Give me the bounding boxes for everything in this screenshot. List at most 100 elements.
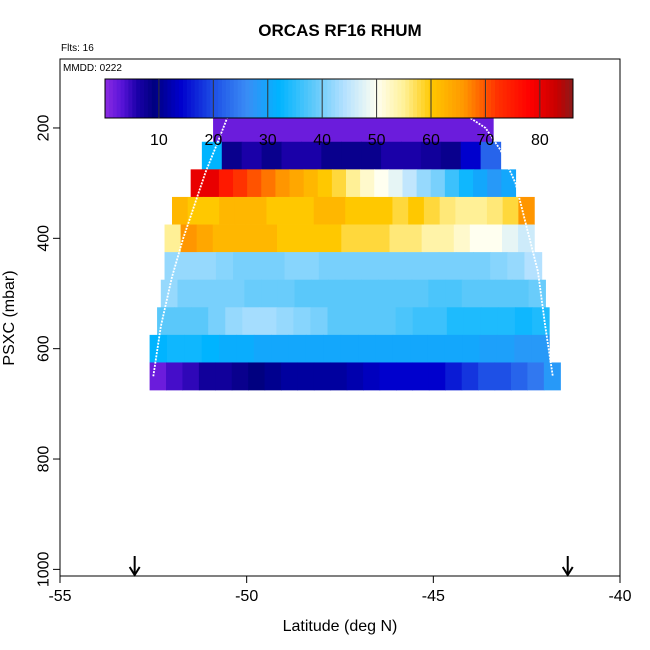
colorbar-segment-7: [132, 79, 137, 118]
colorbar-segment-42: [268, 79, 274, 118]
heat-cell-6-22: [528, 279, 546, 308]
heat-cell-5-12: [370, 252, 388, 281]
heat-cell-5-19: [490, 252, 508, 281]
heat-cell-3-19: [471, 196, 488, 225]
x-tick-label--50: -50: [235, 588, 258, 605]
heat-cell-8-20: [496, 334, 515, 363]
heat-cell-4-18: [453, 224, 471, 253]
heat-cell-8-11: [340, 334, 359, 363]
colorbar-segment-109: [530, 79, 535, 118]
marker-arrow-0: [128, 556, 141, 577]
colorbar-segment-82: [424, 79, 430, 118]
heat-cell-3-4: [234, 196, 252, 225]
heat-cell-6-2: [194, 279, 212, 308]
colorbar-segment-33: [233, 79, 239, 118]
colorbar-segment-34: [237, 79, 242, 118]
chart-title: ORCAS RF16 RHUM: [258, 21, 421, 40]
heat-cell-2-17: [430, 169, 446, 198]
heat-cell-3-10: [329, 196, 346, 225]
heat-cell-7-13: [378, 307, 397, 336]
heat-cell-5-10: [335, 252, 354, 281]
heat-cell-3-3: [219, 196, 236, 225]
colorbar-segment-1: [108, 79, 114, 118]
colorbar-segment-68: [370, 79, 375, 118]
heat-cell-4-6: [260, 224, 278, 253]
colorbar-segment-62: [346, 79, 352, 118]
colorbar-segment-19: [179, 79, 184, 118]
colorbar-segment-49: [296, 79, 301, 118]
colorbar-segment-27: [210, 79, 215, 118]
colorbar-segment-36: [245, 79, 250, 118]
heat-cell-2-16: [416, 169, 432, 198]
colorbar-segment-30: [222, 79, 227, 118]
heat-cell-5-21: [524, 252, 543, 281]
heat-cell-3-0: [172, 196, 189, 225]
colorbar-tick-label-60: 60: [422, 132, 440, 149]
heat-cell-9-9: [297, 362, 315, 391]
heat-cell-9-21: [494, 362, 512, 391]
heat-cell-6-7: [277, 279, 296, 308]
colorbar-segment-32: [229, 79, 235, 118]
heat-cell-7-8: [293, 307, 312, 336]
heat-cell-7-16: [429, 307, 448, 336]
y-tick-label-400: 400: [36, 225, 53, 252]
colorbar-segment-46: [284, 79, 289, 118]
heat-cell-4-7: [277, 224, 294, 253]
heat-cell-9-0: [149, 362, 167, 391]
heat-cell-7-0: [157, 307, 175, 336]
heat-cell-5-8: [301, 252, 320, 281]
colorbar-segment-92: [463, 79, 469, 118]
colorbar-segment-29: [218, 79, 223, 118]
colorbar-segment-26: [206, 79, 211, 118]
heat-cell-3-21: [502, 196, 519, 225]
colorbar-segment-38: [253, 79, 258, 118]
heat-cell-1-1: [221, 141, 243, 170]
colorbar-segment-67: [366, 79, 371, 118]
heat-cell-3-20: [486, 196, 504, 225]
heat-cell-8-15: [410, 334, 429, 363]
marker-arrow-head-0: [128, 566, 141, 577]
heat-cell-3-1: [187, 196, 205, 225]
heat-cell-4-11: [341, 224, 358, 253]
x-axis-label: Latitude (deg N): [283, 618, 398, 635]
heat-cell-3-7: [282, 196, 299, 225]
heat-cell-4-10: [325, 224, 342, 253]
heat-cell-6-1: [177, 279, 195, 308]
heat-cell-8-22: [531, 334, 550, 363]
heat-cell-7-2: [191, 307, 209, 336]
colorbar-segment-91: [459, 79, 465, 118]
heat-cell-7-6: [259, 307, 277, 336]
heat-cell-3-5: [250, 196, 268, 225]
colorbar-segment-114: [549, 79, 554, 118]
colorbar-segment-8: [136, 79, 141, 118]
heat-cell-1-2: [241, 141, 263, 170]
heat-cell-4-3: [212, 224, 230, 253]
heat-cell-5-9: [318, 252, 337, 281]
colorbar-segment-3: [116, 79, 122, 118]
heat-cell-3-13: [376, 196, 394, 225]
colorbar-segment-28: [214, 79, 219, 118]
heat-cell-3-2: [203, 196, 220, 225]
x-axis: -55 -50 -45 -40: [48, 576, 632, 605]
colorbar-segment-78: [409, 79, 414, 118]
colorbar-segment-51: [303, 79, 309, 118]
heat-cell-5-2: [198, 252, 217, 281]
y-axis: 200 400 600 800 1000: [36, 115, 60, 587]
colorbar-segment-54: [315, 79, 320, 118]
heat-cell-9-16: [412, 362, 430, 391]
heat-cell-2-4: [247, 169, 262, 198]
colorbar-segment-75: [397, 79, 402, 118]
marker-arrow-1: [561, 556, 574, 577]
heat-cell-5-7: [284, 252, 303, 281]
y-tick-label-1000: 1000: [36, 551, 53, 587]
heat-cell-9-7: [264, 362, 282, 391]
heat-cell-6-3: [210, 279, 229, 308]
heat-cell-4-8: [293, 224, 310, 253]
heat-cell-3-11: [345, 196, 362, 225]
colorbar-segment-44: [276, 79, 281, 118]
heat-cell-5-0: [164, 252, 183, 281]
colorbar-segment-101: [498, 79, 504, 118]
heat-cell-7-10: [327, 307, 346, 336]
heat-cell-2-2: [218, 169, 234, 198]
colorbar-segment-99: [491, 79, 496, 118]
